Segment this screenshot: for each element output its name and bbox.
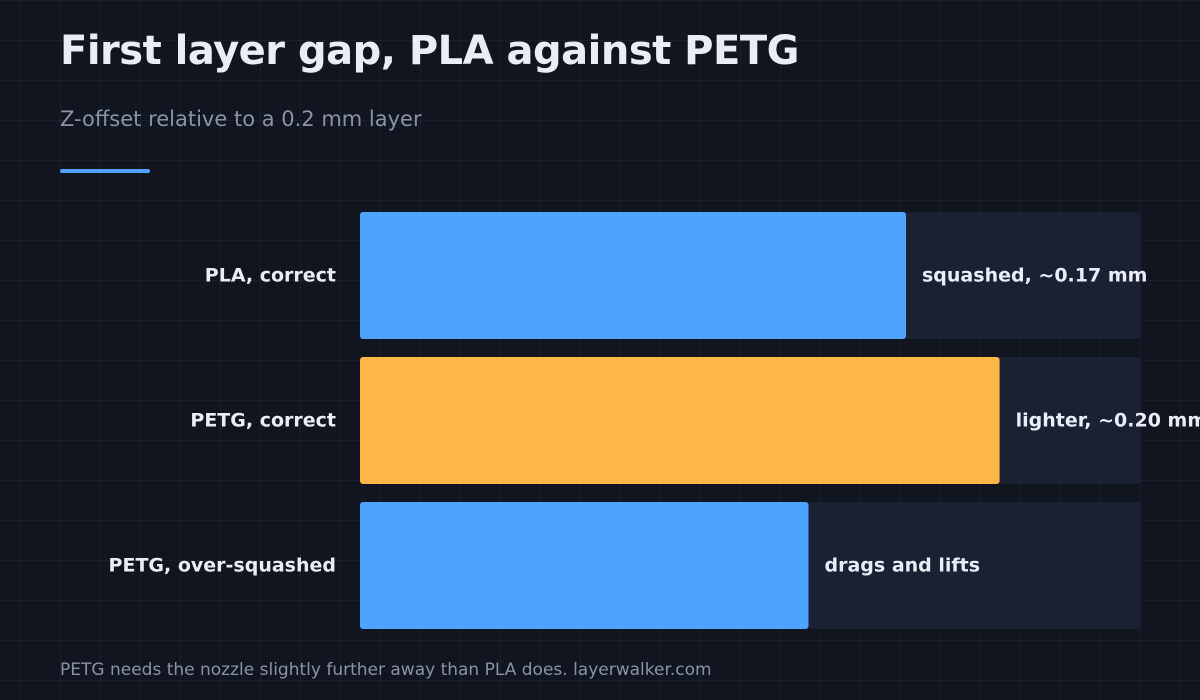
bar-petg-correct bbox=[360, 357, 1000, 484]
bar-pla-correct bbox=[360, 212, 906, 339]
category-label-petg-correct: PETG, correct bbox=[190, 410, 336, 432]
data-label-petg-over-squashed: drags and lifts bbox=[825, 555, 981, 577]
chart-subtitle: Z-offset relative to a 0.2 mm layer bbox=[60, 107, 422, 131]
footer-note: PETG needs the nozzle slightly further a… bbox=[60, 660, 712, 680]
chart-title: First layer gap, PLA against PETG bbox=[60, 28, 799, 74]
accent-rule bbox=[60, 169, 150, 173]
data-label-petg-correct: lighter, ~0.20 mm bbox=[1016, 410, 1200, 432]
category-label-pla-correct: PLA, correct bbox=[205, 265, 336, 287]
bar-petg-over-squashed bbox=[360, 502, 809, 629]
data-label-pla-correct: squashed, ~0.17 mm bbox=[922, 265, 1147, 287]
category-label-petg-over-squashed: PETG, over-squashed bbox=[109, 555, 336, 577]
